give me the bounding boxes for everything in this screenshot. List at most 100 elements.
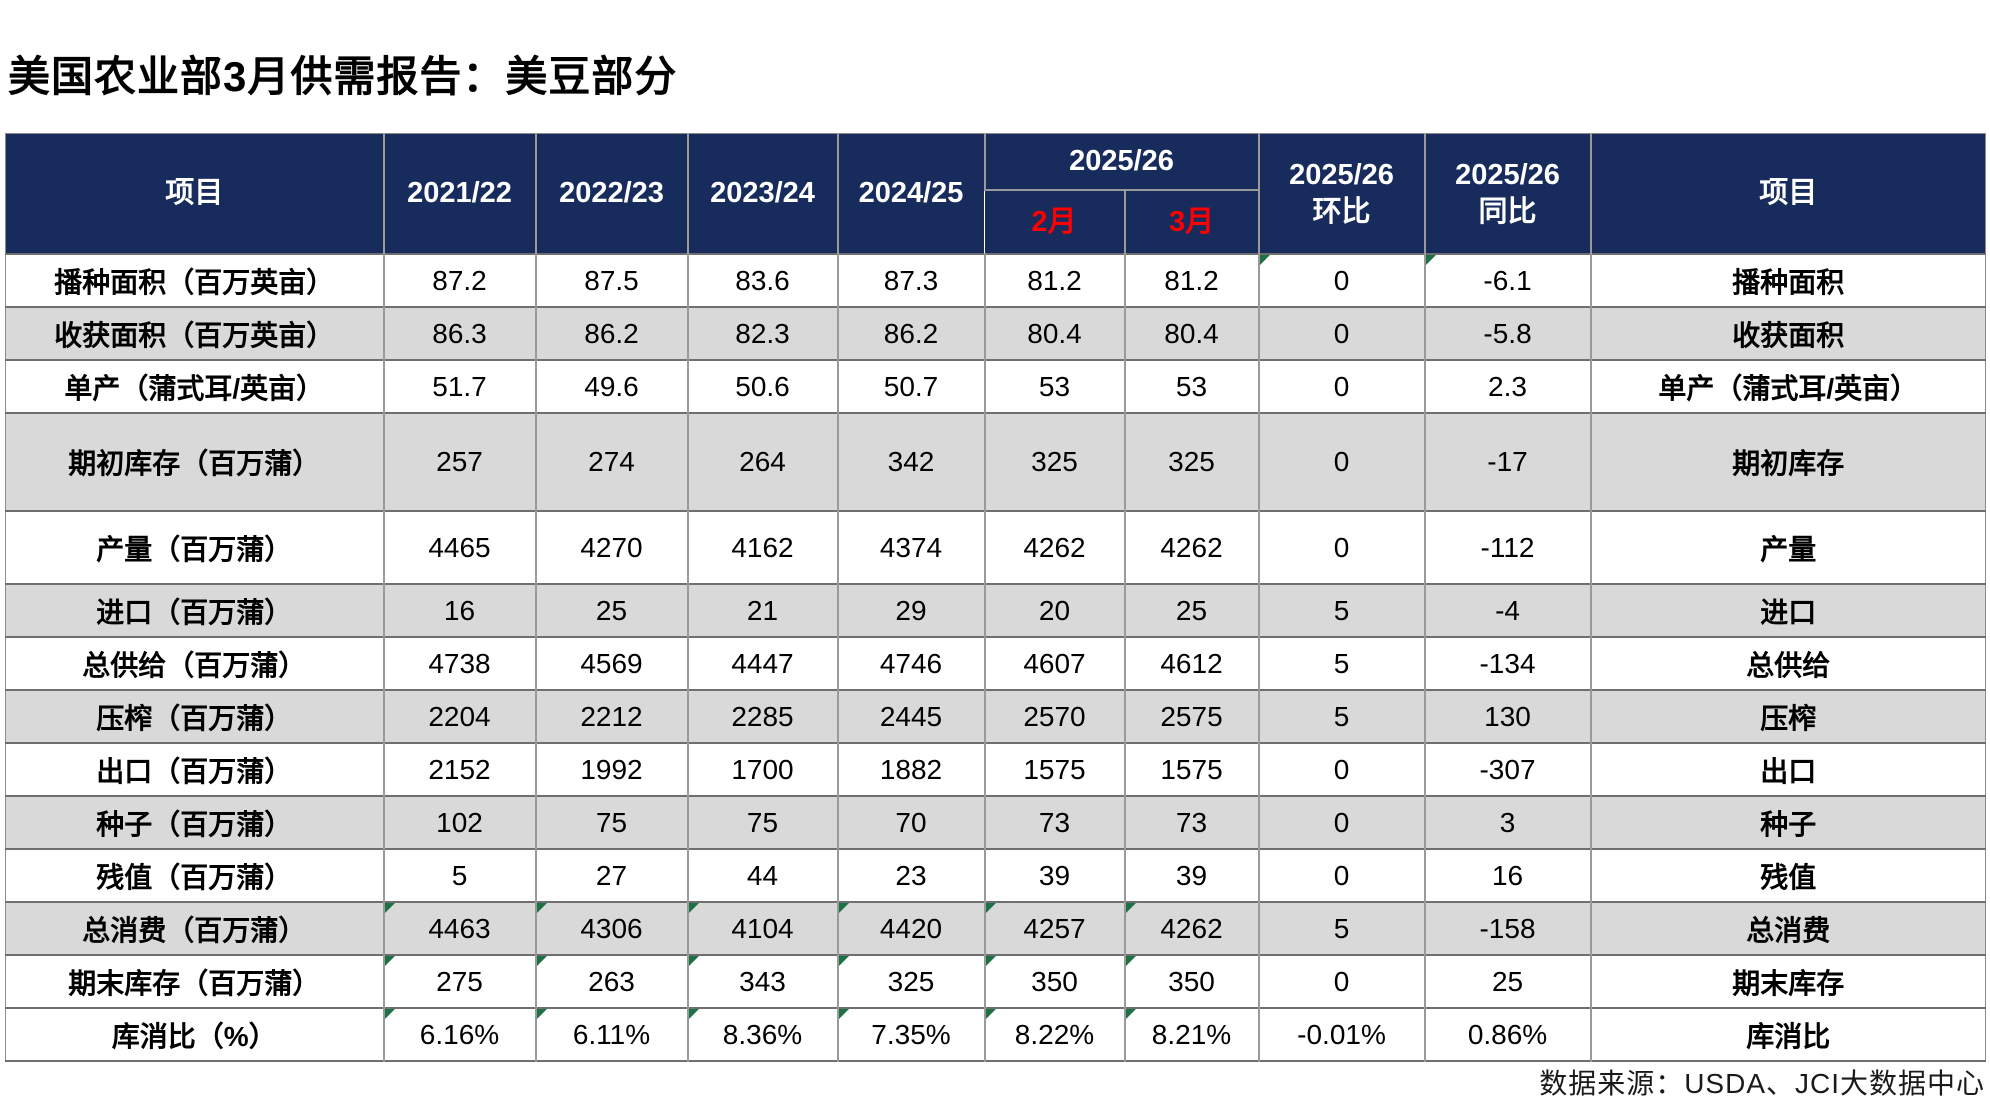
data-cell: 4104 [686,902,838,955]
data-cell: 2204 [382,690,536,743]
table-row: 播种面积（百万英亩） 87.2 87.5 83.6 87.3 81.2 81.2 0 -6.1 播… [5,254,1986,307]
data-cell: 1575 [983,743,1125,796]
table-header: 项目 2021/22 2022/23 2023/24 2024/25 2025/… [5,133,1986,254]
data-cell: 0 [1257,955,1425,1008]
table-row: 进口（百万蒲） 16 25 21 29 20 25 5 -4 进口 [5,584,1986,637]
cell-flag-icon [384,903,395,913]
cell-flag-icon [1425,255,1436,265]
cell-flag-icon [384,956,395,966]
data-cell: 2152 [382,743,536,796]
table-row: 出口（百万蒲） 2152 1992 1700 1882 1575 1575 0 -307 出口 [5,743,1986,796]
row-label-right: 单产（蒲式耳/英亩） [1589,360,1986,413]
data-cell: 73 [983,796,1125,849]
data-cell: 4447 [686,637,838,690]
row-label-left: 播种面积（百万英亩） [54,266,335,298]
data-cell: 1700 [686,743,838,796]
row-label-left: 残值（百万蒲） [96,861,293,893]
row-label-left: 库消比（%） [111,1020,277,1052]
data-cell: 39 [983,849,1125,902]
data-cell: 87.3 [836,254,985,307]
data-cell: 263 [534,955,688,1008]
data-cell: 7.35% [836,1008,985,1061]
data-cell: 50.7 [836,360,985,413]
data-cell: 81.2 [983,254,1125,307]
data-cell: 4607 [983,637,1125,690]
data-cell: 4257 [983,902,1125,955]
cell-flag-icon [1125,903,1136,913]
data-cell: 342 [836,413,985,511]
data-cell: 16 [382,584,536,637]
cell-flag-icon [536,903,547,913]
data-cell: 27 [534,849,688,902]
header-year-2024-25: 2024/25 [836,133,985,254]
data-cell: -158 [1423,902,1591,955]
data-cell: 4463 [382,902,536,955]
data-cell: 80.4 [983,307,1125,360]
cell-flag-icon [688,903,699,913]
report-title: 美国农业部3月供需报告：美豆部分 [8,53,678,100]
data-cell: 350 [983,955,1125,1008]
data-cell: 275 [382,955,536,1008]
table-row: 库消比（%） 6.16% 6.11% 8.36% 7.35% 8.22% 8.21% -0.0… [5,1008,1986,1061]
data-cell: -4 [1423,584,1591,637]
row-label-right: 总供给 [1589,637,1986,690]
data-cell: 4569 [534,637,688,690]
table-body: 播种面积（百万英亩） 87.2 87.5 83.6 87.3 81.2 81.2 0 -6.1 播… [5,254,1986,1061]
cell-flag-icon [985,1009,996,1019]
data-cell: 5 [1257,584,1425,637]
data-cell: 4162 [686,511,838,584]
cell-flag-icon [536,1009,547,1019]
data-cell: 21 [686,584,838,637]
row-label-left: 收获面积（百万英亩） [5,307,384,360]
row-label-left: 期末库存（百万蒲） [68,967,321,999]
cell-flag-icon [688,956,699,966]
data-cell: 1882 [836,743,985,796]
table-row: 单产（蒲式耳/英亩） 51.7 49.6 50.6 50.7 53 53 0 2.3 单产（蒲式耳… [5,360,1986,413]
data-cell: 8.22% [983,1008,1125,1061]
row-label-left: 出口（百万蒲） [96,755,293,787]
data-cell: 0 [1257,413,1425,511]
cell-flag-icon [688,1009,699,1019]
data-cell: 70 [836,796,985,849]
data-cell: 8.36% [686,1008,838,1061]
data-cell: 1575 [1123,743,1259,796]
header-yoy-line2: 同比 [1478,195,1537,228]
header-mom-change: 2025/26 环比 [1257,133,1425,254]
data-cell: 5 [1257,637,1425,690]
header-item-right: 项目 [1589,133,1986,254]
header-year-2021-22: 2021/22 [382,133,536,254]
row-label-left: 期初库存（百万蒲） [5,413,384,511]
table-row: 期末库存（百万蒲） 275 263 343 325 350 350 0 25 期末库存 [5,955,1986,1008]
data-cell: 83.6 [686,254,838,307]
data-cell: 343 [686,955,838,1008]
cell-flag-icon [536,956,547,966]
row-label-right: 期末库存 [1589,955,1986,1008]
data-cell: 5 [1257,902,1425,955]
row-label-right: 出口 [1589,743,1986,796]
table-row: 期初库存（百万蒲） 257 274 264 342 325 325 0 -17 期初库存 [5,413,1986,511]
data-source-note: 数据来源：USDA、JCI大数据中心 [1539,1068,1985,1099]
cell-flag-icon [1125,1009,1136,1019]
header-mom-line2: 环比 [1312,195,1371,228]
data-cell: -17 [1423,413,1591,511]
row-label-right: 库消比 [1589,1008,1986,1061]
cell-flag-icon [1259,255,1270,265]
row-label-left: 产量（百万蒲） [96,533,293,565]
header-year-2023-24: 2023/24 [686,133,838,254]
data-cell: 25 [1423,955,1591,1008]
data-cell: 16 [1423,849,1591,902]
table-row: 产量（百万蒲） 4465 4270 4162 4374 4262 4262 0 -112 产量 [5,511,1986,584]
row-label-right: 种子 [1589,796,1986,849]
data-cell: 3 [1423,796,1591,849]
data-cell: 0 [1257,307,1425,360]
data-cell: 23 [836,849,985,902]
data-cell: 325 [1123,413,1259,511]
data-cell: 4262 [1123,902,1259,955]
data-cell: 75 [534,796,688,849]
data-cell: 86.2 [836,307,985,360]
header-mom-line1: 2025/26 [1289,159,1394,192]
data-cell: 0 [1257,849,1425,902]
row-label-right: 进口 [1589,584,1986,637]
cell-flag-icon [838,1009,849,1019]
